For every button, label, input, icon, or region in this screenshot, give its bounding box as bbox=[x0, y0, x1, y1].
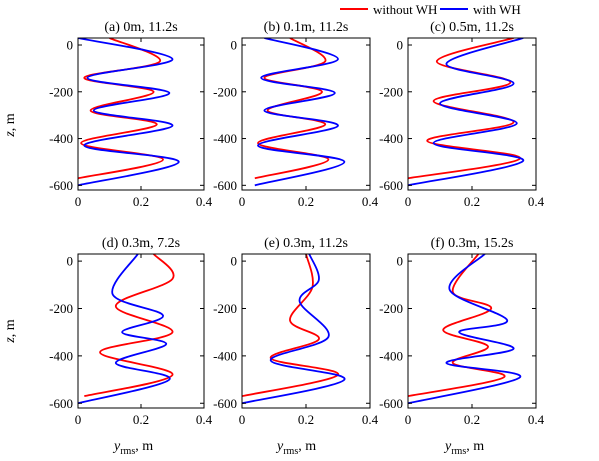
series-line-without-wh bbox=[78, 38, 164, 180]
series-line-without-wh bbox=[84, 254, 175, 398]
svg-text:z, m: z, m bbox=[3, 113, 18, 137]
series-group bbox=[78, 38, 180, 187]
x-tick-label: 0 bbox=[405, 194, 412, 209]
y-tick-label: -600 bbox=[213, 178, 237, 193]
y-tick-label: -600 bbox=[379, 178, 403, 193]
series-line-without-wh bbox=[254, 38, 330, 180]
series-group bbox=[408, 38, 525, 187]
svg-text:yrms, m: yrms, m bbox=[275, 439, 316, 457]
y-tick-label: -400 bbox=[49, 348, 73, 363]
x-tick-label: 0.4 bbox=[362, 194, 379, 209]
y-tick-label: 0 bbox=[67, 38, 74, 53]
series-group bbox=[78, 254, 175, 405]
y-tick-label: -400 bbox=[379, 348, 403, 363]
panel-3: (c) 0.5m, 11.2s 0 0.2 0.4 0 -200 -400 -600 bbox=[379, 20, 544, 209]
series-line-with-wh bbox=[242, 254, 346, 405]
x-tick-label: 0 bbox=[75, 412, 82, 427]
panel-1: (a) 0m, 11.2s 0 0.2 0.4 0 -200 -400 -600 bbox=[49, 20, 212, 209]
svg-text:yrms, m: yrms, m bbox=[443, 439, 484, 457]
x-tick-label: 0.2 bbox=[298, 194, 314, 209]
y-tick-label: -200 bbox=[213, 84, 237, 99]
svg-text:z, m: z, m bbox=[3, 319, 18, 343]
x-tick-label: 0 bbox=[239, 194, 246, 209]
y-tick-label: -600 bbox=[49, 178, 73, 193]
series-line-with-wh bbox=[254, 38, 346, 187]
series-line-with-wh bbox=[78, 254, 171, 405]
y-tick-label: -200 bbox=[213, 301, 237, 316]
ylabel-bottom: z, m bbox=[3, 319, 18, 343]
x-tick-label: 0 bbox=[75, 194, 82, 209]
series-line-with-wh bbox=[408, 38, 525, 187]
x-tick-label: 0.2 bbox=[464, 412, 480, 427]
panel-title: (a) 0m, 11.2s bbox=[104, 20, 177, 35]
x-tick-label: 0.2 bbox=[133, 194, 149, 209]
panel-title: (e) 0.3m, 11.2s bbox=[264, 236, 348, 251]
legend-label-without-wh: without WH bbox=[373, 2, 437, 17]
series-line-with-wh bbox=[408, 254, 521, 405]
y-tick-label: -200 bbox=[379, 301, 403, 316]
y-tick-label: -400 bbox=[213, 348, 237, 363]
panel-title: (d) 0.3m, 7.2s bbox=[102, 236, 180, 251]
panel-5: (e) 0.3m, 11.2s 0 0.2 0.4 0 -200 -400 -600 bbox=[213, 236, 378, 427]
x-tick-label: 0.4 bbox=[528, 412, 545, 427]
series-group bbox=[242, 254, 346, 405]
panel-4: (d) 0.3m, 7.2s 0 0.2 0.4 0 -200 -400 -600 bbox=[49, 236, 212, 427]
x-tick-label: 0.4 bbox=[196, 194, 213, 209]
y-tick-label: 0 bbox=[397, 254, 404, 269]
ylabel-top: z, m bbox=[3, 113, 18, 137]
x-tick-label: 0.4 bbox=[528, 194, 545, 209]
x-tick-label: 0.4 bbox=[196, 412, 213, 427]
series-line-with-wh bbox=[78, 38, 180, 187]
svg-text:yrms, m: yrms, m bbox=[112, 439, 153, 457]
y-tick-label: -400 bbox=[379, 131, 403, 146]
series-group bbox=[408, 254, 521, 405]
x-tick-label: 0.4 bbox=[362, 412, 379, 427]
xlabel-2: yrms, m bbox=[275, 439, 316, 457]
y-tick-label: -600 bbox=[379, 396, 403, 411]
legend: without WH with WH bbox=[340, 2, 521, 17]
x-tick-label: 0 bbox=[239, 412, 246, 427]
panel-2: (b) 0.1m, 11.2s 0 0.2 0.4 0 -200 -400 -600 bbox=[213, 20, 378, 209]
y-tick-label: -400 bbox=[213, 131, 237, 146]
y-tick-label: -200 bbox=[379, 84, 403, 99]
x-tick-label: 0 bbox=[405, 412, 412, 427]
xlabel-1: yrms, m bbox=[112, 439, 153, 457]
axes-frame bbox=[407, 37, 537, 191]
series-group bbox=[254, 38, 346, 187]
xlabel-3: yrms, m bbox=[443, 439, 484, 457]
y-tick-label: 0 bbox=[231, 38, 238, 53]
y-tick-label: -200 bbox=[49, 84, 73, 99]
y-tick-label: -400 bbox=[49, 131, 73, 146]
y-tick-label: 0 bbox=[397, 38, 404, 53]
panel-title: (b) 0.1m, 11.2s bbox=[264, 20, 349, 35]
panel-6: (f) 0.3m, 15.2s 0 0.2 0.4 0 -200 -400 -600 bbox=[379, 236, 544, 427]
x-tick-label: 0.2 bbox=[133, 412, 149, 427]
panel-title: (c) 0.5m, 11.2s bbox=[430, 20, 514, 35]
series-line-without-wh bbox=[408, 38, 521, 180]
y-tick-label: -600 bbox=[49, 396, 73, 411]
panels: (a) 0m, 11.2s0 0.2 0.40-200-400-600(b) 0.1… bbox=[49, 20, 544, 427]
x-tick-label: 0.2 bbox=[298, 412, 314, 427]
legend-label-with-wh: with WH bbox=[473, 2, 521, 17]
y-tick-label: -600 bbox=[213, 396, 237, 411]
y-tick-label: 0 bbox=[231, 254, 238, 269]
y-tick-label: -200 bbox=[49, 301, 73, 316]
panel-title: (f) 0.3m, 15.2s bbox=[431, 236, 514, 251]
x-tick-label: 0.2 bbox=[464, 194, 480, 209]
y-tick-label: 0 bbox=[67, 254, 74, 269]
